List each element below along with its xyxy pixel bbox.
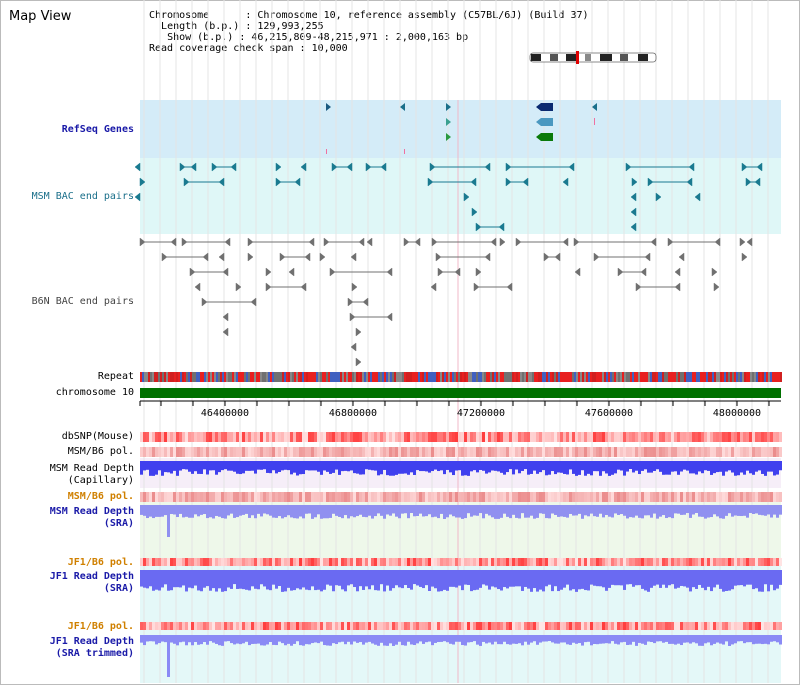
msm-bac-features[interactable] (134, 162, 763, 232)
track-label-jf1-b6-pol: JF1/B6 pol. (67, 557, 134, 568)
track-label-b6n-bac[interactable]: B6N BAC end pairs (31, 296, 134, 307)
repeat-track (140, 372, 782, 382)
track-label-jf1-b6-pol-2: JF1/B6 pol. (67, 621, 134, 632)
track-label-refseq-genes[interactable]: RefSeq Genes (61, 124, 134, 135)
heat-tracks (140, 432, 782, 630)
chromosome-label: Chromosome (149, 10, 210, 21)
track-label-msm-read-sra: MSM Read Depth (SRA) (49, 506, 134, 529)
read-span-value: 10,000 (311, 43, 348, 54)
axis-tick-marks (160, 401, 770, 406)
b6n-bac-features[interactable] (139, 237, 753, 367)
depth-tracks (140, 461, 782, 677)
track-label-msm-read-capillary: MSM Read Depth (Capillary) (49, 463, 134, 486)
track-label-dbsnp: dbSNP(Mouse) (61, 431, 134, 442)
chromosome-bar (140, 388, 781, 398)
ideogram-position-marker (576, 51, 579, 64)
axis-tick-label: 48000000 (712, 408, 762, 419)
chromosome-info: Chromosome : Chromosome 10, reference as… (149, 10, 589, 54)
track-label-msm-b6-pol-2: MSM/B6 pol. (67, 491, 134, 502)
track-label-chromosome: chromosome 10 (55, 387, 134, 398)
track-label-jf1-read-trimmed: JF1 Read Depth (SRA trimmed) (49, 636, 134, 659)
chromosome-ideogram (529, 51, 657, 64)
grid-lines (143, 0, 769, 683)
track-label-msm-bac[interactable]: MSM BAC end pairs (31, 191, 134, 202)
axis-tick-label: 46800000 (328, 408, 378, 419)
refseq-gene-features[interactable] (326, 103, 597, 154)
axis-tick-label: 46400000 (200, 408, 250, 419)
read-span-label: Read coverage check span (149, 43, 294, 54)
show-value: 46,215,809-48,215,971 : 2,000,163 bp (251, 32, 469, 43)
page-title: Map View (9, 9, 72, 24)
length-value: 129,993,255 (257, 21, 324, 32)
track-label-jf1-read-sra: JF1 Read Depth (SRA) (49, 571, 134, 594)
length-label: Length (b.p.) (161, 21, 240, 32)
msm-bac-track-bg (140, 158, 781, 234)
axis-tick-label: 47200000 (456, 408, 506, 419)
refseq-track-bg (140, 100, 781, 158)
show-label: Show (b.p.) (167, 32, 234, 43)
track-label-msm-b6-pol: MSM/B6 pol. (67, 446, 134, 457)
position-axis (139, 400, 781, 406)
track-label-repeat: Repeat (97, 371, 134, 382)
axis-tick-label: 47600000 (584, 408, 634, 419)
